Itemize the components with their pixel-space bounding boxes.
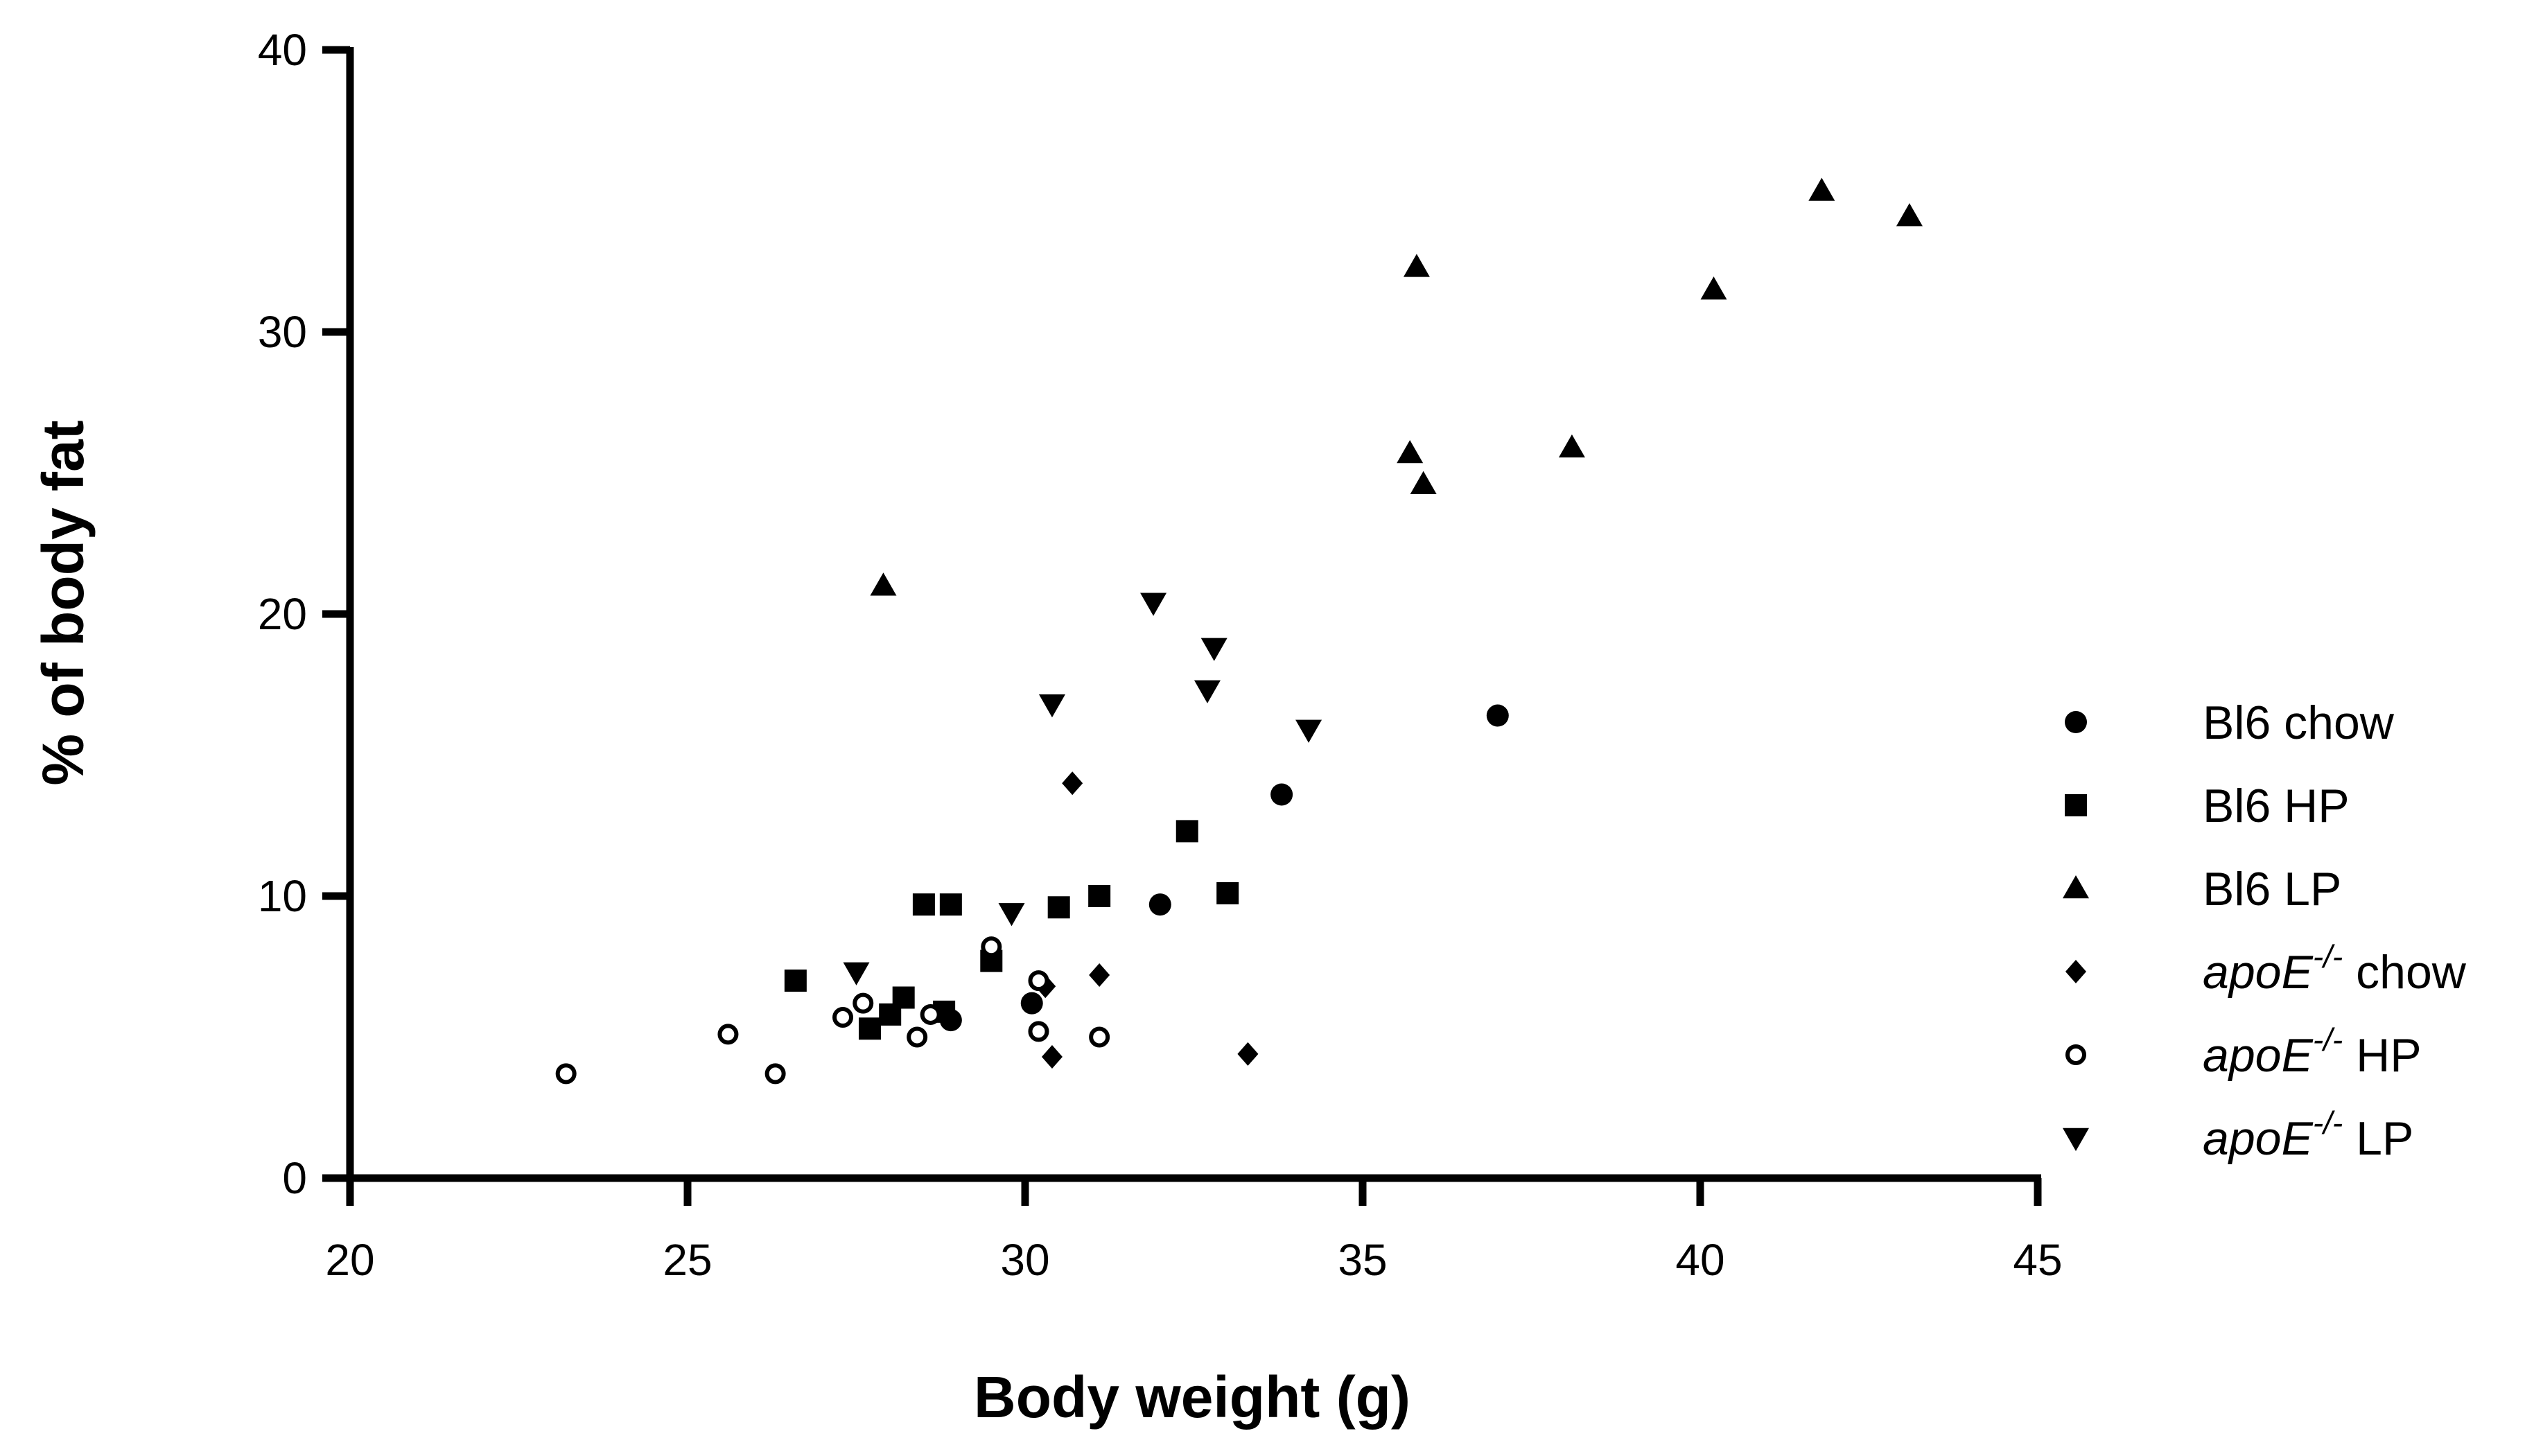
x-axis-title: Body weight (g) xyxy=(974,1365,1410,1430)
data-point xyxy=(1403,254,1430,277)
data-point xyxy=(920,1003,941,1025)
data-point xyxy=(1028,1021,1049,1042)
legend-item: Bl6 LP xyxy=(2063,863,2341,915)
data-point xyxy=(1020,992,1043,1015)
data-point xyxy=(892,986,915,1009)
legend-item: apoE-/- chow xyxy=(2065,938,2467,999)
y-tick-label: 20 xyxy=(258,589,307,639)
series-group xyxy=(1035,771,1259,1069)
data-point xyxy=(1062,771,1083,796)
series-group xyxy=(939,704,1509,1032)
legend-marker xyxy=(2065,711,2087,733)
y-tick-label: 30 xyxy=(258,307,307,357)
x-tick-label: 20 xyxy=(325,1235,374,1285)
y-tick-label: 10 xyxy=(258,871,307,921)
data-point xyxy=(1397,440,1424,464)
legend-item: apoE-/- LP xyxy=(2063,1105,2413,1165)
legend-label: Bl6 HP xyxy=(2203,780,2350,832)
data-point xyxy=(1295,719,1322,743)
data-point xyxy=(1028,970,1049,992)
legend-marker xyxy=(2065,960,2086,983)
y-axis-title: % of body fat xyxy=(30,420,96,785)
data-point xyxy=(1270,783,1293,806)
data-point xyxy=(1700,276,1727,300)
legend-marker xyxy=(2063,1128,2089,1151)
legend-item: apoE-/- HP xyxy=(2065,1021,2422,1082)
legend-label: Bl6 chow xyxy=(2203,696,2395,749)
legend-marker xyxy=(2063,875,2089,899)
data-point xyxy=(1808,177,1835,201)
data-point xyxy=(1176,820,1198,843)
legend-marker xyxy=(2065,1044,2086,1065)
data-point xyxy=(1410,471,1437,495)
data-point xyxy=(939,893,962,916)
legend-label: apoE-/- chow xyxy=(2203,938,2467,999)
legend-marker xyxy=(2065,794,2087,816)
data-point xyxy=(1486,704,1509,727)
data-point xyxy=(1140,593,1167,616)
data-point xyxy=(1896,203,1923,227)
data-point xyxy=(1041,1044,1063,1069)
series-group xyxy=(870,177,1923,596)
data-point xyxy=(1088,885,1111,907)
legend-item: Bl6 chow xyxy=(2065,696,2395,749)
data-point xyxy=(832,1007,854,1028)
y-tick-label: 40 xyxy=(258,25,307,75)
x-tick-label: 40 xyxy=(1675,1235,1724,1285)
series-group xyxy=(784,820,1239,1040)
x-tick-label: 45 xyxy=(2013,1235,2062,1285)
axes: 0 10 20 30 40 20 25 30 35 40 45 xyxy=(258,25,2063,1285)
x-tick-label: 30 xyxy=(1000,1235,1049,1285)
data-point xyxy=(912,893,935,916)
data-point xyxy=(1089,963,1110,987)
data-point xyxy=(981,936,1002,958)
y-tick-label: 0 xyxy=(282,1153,307,1203)
data-point xyxy=(1148,893,1171,916)
data-point xyxy=(717,1024,739,1045)
data-point xyxy=(1216,882,1239,904)
data-point xyxy=(1200,638,1227,661)
data-point xyxy=(843,962,870,985)
data-point xyxy=(907,1026,928,1048)
legend-label: apoE-/- LP xyxy=(2203,1105,2413,1165)
data-point xyxy=(858,1017,881,1040)
x-tick-label: 35 xyxy=(1338,1235,1387,1285)
data-point xyxy=(555,1063,577,1085)
plot-marks xyxy=(555,177,1923,1085)
legend-label: apoE-/- HP xyxy=(2203,1021,2422,1082)
data-point xyxy=(1237,1042,1259,1066)
series-group xyxy=(843,593,1322,985)
data-point xyxy=(853,992,874,1014)
data-point xyxy=(1558,434,1585,458)
data-point xyxy=(1194,680,1221,703)
data-point xyxy=(870,572,897,596)
data-point xyxy=(764,1063,786,1085)
data-point xyxy=(1047,896,1070,919)
data-point xyxy=(998,903,1025,927)
series-group xyxy=(555,936,1110,1085)
legend-label: Bl6 LP xyxy=(2203,863,2341,915)
x-tick-label: 25 xyxy=(663,1235,712,1285)
data-point xyxy=(1038,694,1065,718)
legend-item: Bl6 HP xyxy=(2065,780,2350,832)
legend: Bl6 chow Bl6 HP Bl6 LP apoE-/- chow apoE-/- … xyxy=(2063,696,2467,1165)
data-point xyxy=(1089,1026,1110,1048)
data-point xyxy=(784,970,807,992)
